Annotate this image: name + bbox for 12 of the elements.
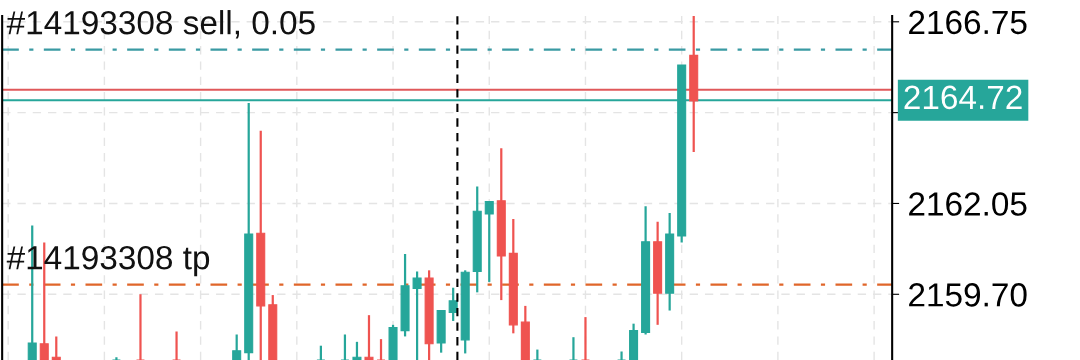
- candlestick: [484, 200, 494, 284]
- ref-line-label: 2164.72: [904, 85, 1022, 110]
- ref-line-label: #14193308 sell, 0.05: [6, 10, 315, 39]
- y-tick-label: 2159.70: [909, 283, 1027, 307]
- y-tick-label: 2162.05: [909, 192, 1027, 216]
- candlestick: [412, 270, 422, 360]
- candlestick: [352, 340, 362, 360]
- candlestick: [51, 335, 61, 360]
- candlestick: [364, 314, 374, 360]
- y-tick-label: 2166.75: [909, 10, 1027, 35]
- candlestick: [232, 333, 242, 360]
- candlestick: [448, 286, 458, 323]
